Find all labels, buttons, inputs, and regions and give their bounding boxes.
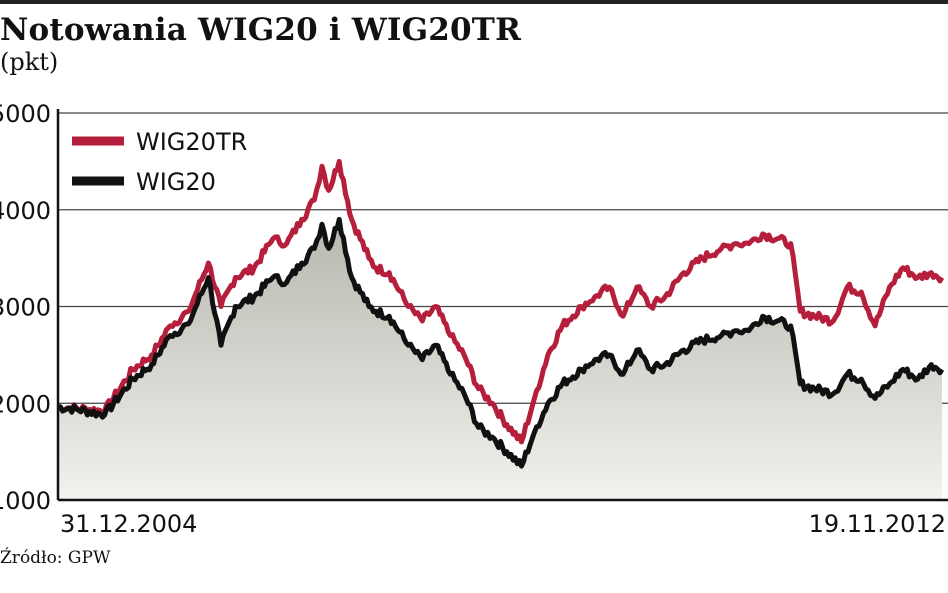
wig20-area-fill: [58, 219, 942, 500]
legend-wig20tr-label: WIG20TR: [136, 128, 247, 156]
series-lines: [57, 158, 945, 469]
legend-wig20-label: WIG20: [136, 168, 216, 196]
chart-subtitle: (pkt): [0, 48, 59, 76]
chart-title: Notowania WIG20 i WIG20TR: [0, 12, 522, 48]
source-note: Źródło: GPW: [0, 548, 111, 568]
y-tick-label: 5000: [0, 100, 51, 128]
series-line-wig20tr: [57, 158, 945, 445]
x-axis-ticks: 31.12.2004 19.11.2012: [60, 510, 946, 538]
y-tick-label: 2000: [0, 390, 51, 418]
x-tick-label-start: 31.12.2004: [60, 510, 197, 538]
y-tick-label: 1000: [0, 487, 51, 515]
y-tick-label: 3000: [0, 294, 51, 322]
series-line-wig20: [57, 216, 945, 469]
y-tick-label: 4000: [0, 197, 51, 225]
y-axis-ticks: 1000 2000 3000 4000 5000: [0, 100, 51, 515]
axes: [56, 109, 948, 502]
top-rule: [0, 0, 948, 4]
x-tick-label-end: 19.11.2012: [809, 510, 946, 538]
legend: WIG20TR WIG20: [72, 128, 247, 196]
